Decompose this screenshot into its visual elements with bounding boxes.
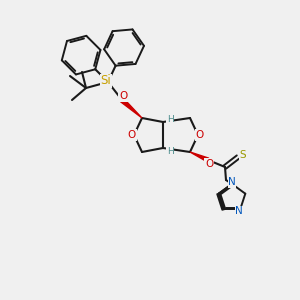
Text: O: O <box>196 130 204 140</box>
Text: O: O <box>119 91 127 101</box>
Text: O: O <box>205 159 213 169</box>
Polygon shape <box>190 152 209 162</box>
Text: N: N <box>236 206 243 216</box>
Text: N: N <box>228 177 236 187</box>
Text: S: S <box>240 150 246 160</box>
Text: Si: Si <box>100 74 111 88</box>
Text: H: H <box>167 146 173 155</box>
Text: O: O <box>128 130 136 140</box>
Text: H: H <box>167 115 173 124</box>
Polygon shape <box>121 98 142 118</box>
